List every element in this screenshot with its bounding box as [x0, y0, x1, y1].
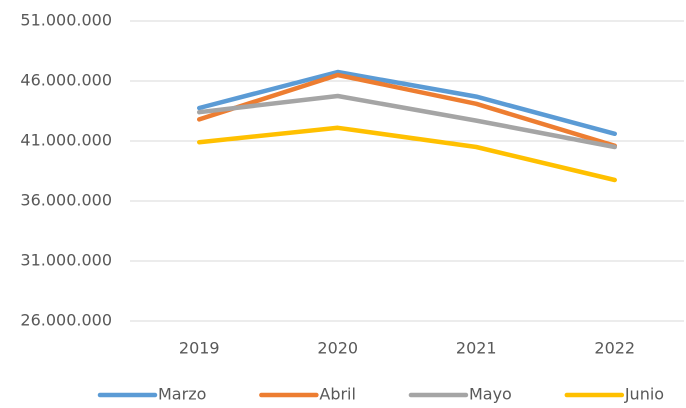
x-tick-label: 2020: [317, 339, 358, 358]
legend-label: Abril: [319, 385, 356, 404]
y-tick-label: 46.000.000: [20, 71, 112, 90]
x-tick-label: 2019: [179, 339, 220, 358]
legend-label: Mayo: [469, 385, 512, 404]
y-tick-label: 31.000.000: [20, 251, 112, 270]
y-tick-label: 26.000.000: [20, 311, 112, 330]
x-tick-label: 2021: [456, 339, 497, 358]
series-line: [197, 125, 617, 183]
legend-label: Junio: [624, 385, 664, 404]
legend-label: Marzo: [158, 385, 206, 404]
x-tick-label: 2022: [594, 339, 635, 358]
series-line: [197, 72, 617, 149]
series-line: [197, 69, 617, 137]
series-line: [197, 93, 617, 150]
y-tick-label: 36.000.000: [20, 191, 112, 210]
y-tick-label: 51.000.000: [20, 11, 112, 30]
y-tick-label: 41.000.000: [20, 131, 112, 150]
